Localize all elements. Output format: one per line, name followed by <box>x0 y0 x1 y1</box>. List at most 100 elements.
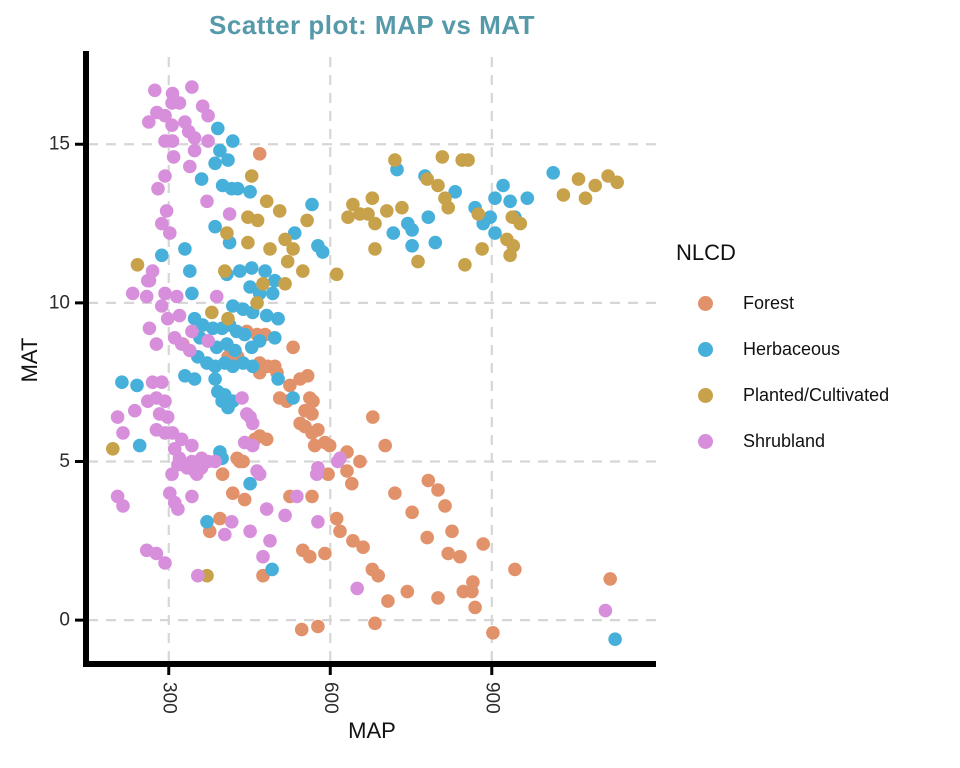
data-point-herbaceous <box>183 264 197 278</box>
y-tick-label: 0 <box>59 610 70 631</box>
data-point-herbaceous <box>115 375 129 390</box>
data-point-herbaceous <box>243 185 257 199</box>
data-point-herbaceous <box>221 153 235 167</box>
data-point-herbaceous <box>286 391 300 405</box>
data-point-shrubland <box>125 286 140 301</box>
data-point-forest <box>468 600 482 615</box>
data-point-forest <box>366 410 380 424</box>
data-point-planted-cultivated <box>435 150 450 164</box>
data-point-planted-cultivated <box>205 305 219 320</box>
data-point-shrubland <box>158 556 172 570</box>
data-point-herbaceous <box>265 286 280 301</box>
data-point-shrubland <box>310 467 324 482</box>
data-point-forest <box>453 549 467 564</box>
data-point-planted-cultivated <box>250 296 264 310</box>
data-point-forest <box>371 568 386 583</box>
data-point-herbaceous <box>226 134 240 148</box>
data-point-planted-cultivated <box>471 207 486 221</box>
data-point-herbaceous <box>200 515 214 529</box>
data-point-forest <box>431 483 445 497</box>
data-point-forest <box>476 537 491 551</box>
data-point-planted-cultivated <box>571 172 586 186</box>
data-point-shrubland <box>311 515 325 529</box>
data-point-herbaceous <box>405 239 419 253</box>
data-point-forest <box>465 584 479 599</box>
data-point-shrubland <box>142 321 157 336</box>
data-point-forest <box>307 438 322 453</box>
data-point-planted-cultivated <box>218 264 232 278</box>
legend-swatch-shrubland <box>698 433 713 449</box>
data-point-herbaceous <box>428 235 443 250</box>
data-point-forest <box>233 454 247 469</box>
data-point-herbaceous <box>208 219 222 234</box>
data-point-shrubland <box>149 546 164 561</box>
data-point-shrubland <box>185 80 199 94</box>
data-point-herbaceous <box>265 562 279 577</box>
legend-item-planted-cultivated: Planted/Cultivated <box>676 385 889 405</box>
data-point-forest <box>294 622 309 637</box>
data-point-herbaceous <box>213 143 227 158</box>
data-point-forest <box>305 489 319 504</box>
data-point-planted-cultivated <box>250 213 265 228</box>
legend-item-shrubland: Shrubland <box>676 431 889 451</box>
data-point-shrubland <box>183 159 197 174</box>
data-point-shrubland <box>155 299 169 313</box>
data-point-herbaceous <box>208 372 222 386</box>
data-point-shrubland <box>598 603 613 618</box>
data-point-forest <box>286 340 300 355</box>
data-point-shrubland <box>245 438 260 453</box>
data-point-forest <box>441 546 456 561</box>
data-point-herbaceous <box>211 121 225 136</box>
data-point-shrubland <box>350 581 365 596</box>
data-point-planted-cultivated <box>106 442 120 456</box>
data-point-herbaceous <box>237 327 252 342</box>
data-point-planted-cultivated <box>259 194 274 209</box>
data-point-shrubland <box>158 394 172 409</box>
data-point-herbaceous <box>448 185 463 199</box>
data-point-forest <box>388 486 402 501</box>
data-point-planted-cultivated <box>329 267 344 282</box>
data-point-shrubland <box>170 289 184 304</box>
data-point-shrubland <box>187 143 202 158</box>
data-point-shrubland <box>245 416 260 431</box>
data-point-shrubland <box>155 216 169 231</box>
data-point-herbaceous <box>258 264 272 278</box>
data-point-shrubland <box>165 134 180 148</box>
data-point-shrubland <box>172 308 187 323</box>
data-point-herbaceous <box>268 331 282 345</box>
chart-title: Scatter plot: MAP vs MAT <box>209 10 535 40</box>
data-point-herbaceous <box>178 242 192 256</box>
data-point-shrubland <box>263 534 277 548</box>
data-point-forest <box>420 530 435 545</box>
data-point-herbaceous <box>226 299 240 313</box>
data-point-forest <box>405 505 419 520</box>
data-point-forest <box>356 540 370 554</box>
data-point-herbaceous <box>546 166 560 180</box>
data-point-shrubland <box>174 432 189 447</box>
data-point-herbaceous <box>187 372 202 386</box>
data-point-forest <box>226 486 240 501</box>
data-point-shrubland <box>201 134 215 148</box>
data-point-shrubland <box>160 311 175 326</box>
data-point-shrubland <box>290 489 304 504</box>
data-point-shrubland <box>209 289 224 304</box>
data-point-shrubland <box>252 467 267 482</box>
data-point-herbaceous <box>259 308 274 323</box>
legend-item-forest: Forest <box>676 292 889 313</box>
data-point-planted-cultivated <box>368 242 382 256</box>
data-point-planted-cultivated <box>361 207 375 221</box>
data-point-herbaceous <box>233 264 247 278</box>
data-point-shrubland <box>259 502 274 516</box>
data-point-shrubland <box>194 461 209 475</box>
data-point-herbaceous <box>194 172 209 186</box>
legend-label-forest: Forest <box>743 292 795 313</box>
data-point-herbaceous <box>520 191 535 205</box>
legend-swatch-planted-cultivated <box>698 387 713 403</box>
data-point-shrubland <box>151 181 165 196</box>
data-point-planted-cultivated <box>280 254 295 269</box>
data-point-shrubland <box>148 83 162 98</box>
data-point-forest <box>378 438 393 453</box>
data-point-shrubland <box>331 454 345 469</box>
data-point-shrubland <box>218 527 232 542</box>
